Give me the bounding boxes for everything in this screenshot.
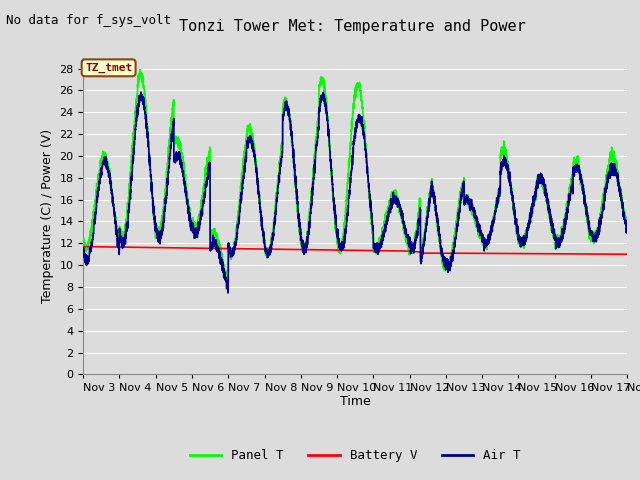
Text: No data for f_sys_volt: No data for f_sys_volt (6, 14, 172, 27)
Text: Tonzi Tower Met: Temperature and Power: Tonzi Tower Met: Temperature and Power (179, 19, 525, 34)
Y-axis label: Temperature (C) / Power (V): Temperature (C) / Power (V) (41, 129, 54, 303)
X-axis label: Time: Time (340, 395, 371, 408)
Legend: Panel T, Battery V, Air T: Panel T, Battery V, Air T (184, 444, 526, 467)
Text: TZ_tmet: TZ_tmet (85, 63, 132, 73)
